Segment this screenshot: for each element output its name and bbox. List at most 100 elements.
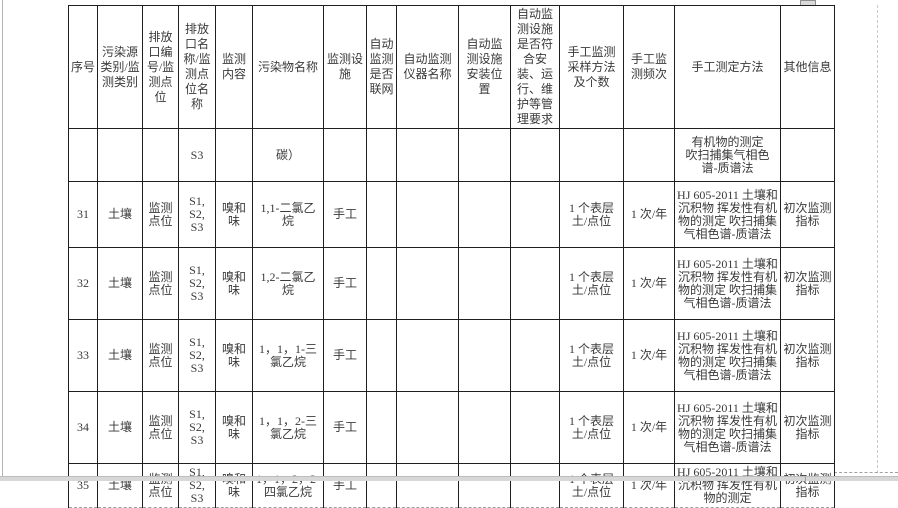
cell-auto_online[interactable] <box>366 247 397 320</box>
cell-seq[interactable]: 32 <box>68 247 98 320</box>
cell-category[interactable]: 土壤 <box>97 319 143 392</box>
cell-auto_compliance[interactable] <box>510 128 560 182</box>
cell-manual_method[interactable]: HJ 605-2011 土壤和沉积物 挥发性有机物的测定 吹扫捕集气相色谱-质谱… <box>674 391 781 464</box>
column-header-manual_method[interactable]: 手工测定方法 <box>674 5 781 129</box>
cell-outlet_name[interactable]: S1, S2, S3 <box>178 181 216 248</box>
cell-content[interactable]: 嗅和味 <box>215 181 253 248</box>
cell-manual_freq[interactable]: 1 次/年 <box>623 319 675 392</box>
cell-auto_compliance[interactable] <box>510 391 560 464</box>
cell-content[interactable] <box>215 128 253 182</box>
column-header-manual_sampling[interactable]: 手工监测采样方法及个数 <box>559 5 624 129</box>
cell-seq[interactable]: 33 <box>68 319 98 392</box>
cell-auto_instrument[interactable] <box>396 463 459 508</box>
cell-auto_online[interactable] <box>366 181 397 248</box>
cell-auto_compliance[interactable] <box>510 247 560 320</box>
cell-auto_instrument[interactable] <box>396 181 459 248</box>
cell-auto_install_pos[interactable] <box>458 128 511 182</box>
cell-facility[interactable]: 手工 <box>323 463 367 508</box>
cell-manual_freq[interactable]: 1 次/年 <box>623 391 675 464</box>
column-header-auto_instrument[interactable]: 自动监测仪器名称 <box>396 5 459 129</box>
cell-auto_instrument[interactable] <box>396 391 459 464</box>
cell-content[interactable]: 嗅和味 <box>215 391 253 464</box>
cell-other_info[interactable]: 初次监测指标 <box>780 181 835 248</box>
cell-auto_instrument[interactable] <box>396 247 459 320</box>
cell-outlet_no[interactable]: 监测点位 <box>142 247 179 320</box>
cell-seq[interactable]: 34 <box>68 391 98 464</box>
cell-outlet_no[interactable]: 监测点位 <box>142 181 179 248</box>
cell-other_info[interactable]: 初次监测指标 <box>780 247 835 320</box>
cell-category[interactable] <box>97 128 143 182</box>
cell-seq[interactable] <box>68 128 98 182</box>
cell-auto_instrument[interactable] <box>396 128 459 182</box>
cell-auto_online[interactable] <box>366 391 397 464</box>
column-header-outlet_no[interactable]: 排放口编号/监测点位 <box>142 5 179 129</box>
cell-auto_online[interactable] <box>366 128 397 182</box>
cell-manual_sampling[interactable]: 1 个表层土/点位 <box>559 391 624 464</box>
cell-outlet_name[interactable]: S1, S2, S3 <box>178 247 216 320</box>
cell-pollutant[interactable]: 1,2-二氯乙烷 <box>252 247 324 320</box>
cell-auto_compliance[interactable] <box>510 463 560 508</box>
cell-manual_sampling[interactable]: 1 个表层土/点位 <box>559 319 624 392</box>
cell-manual_method[interactable]: 有机物的测定 吹扫捕集气相色 谱-质谱法 <box>674 128 781 182</box>
cell-auto_instrument[interactable] <box>396 319 459 392</box>
cell-outlet_name[interactable]: S1, S2, S3 <box>178 319 216 392</box>
column-header-facility[interactable]: 监测设施 <box>323 5 367 129</box>
cell-outlet_name[interactable]: S3 <box>178 128 216 182</box>
cell-manual_sampling[interactable]: 1 个表层土/点位 <box>559 181 624 248</box>
cell-category[interactable]: 土壤 <box>97 181 143 248</box>
cell-content[interactable]: 嗅和味 <box>215 247 253 320</box>
cell-auto_online[interactable] <box>366 463 397 508</box>
cell-outlet_name[interactable]: S1, S2, S3 <box>178 391 216 464</box>
cell-auto_compliance[interactable] <box>510 181 560 248</box>
cell-manual_method[interactable]: HJ 605-2011 土壤和沉积物 挥发性有机物的测定 吹扫捕集气相色谱-质谱… <box>674 247 781 320</box>
column-header-other_info[interactable]: 其他信息 <box>780 5 835 129</box>
horizontal-scrollbar[interactable] <box>0 476 898 482</box>
column-header-manual_freq[interactable]: 手工监测频次 <box>623 5 675 129</box>
cell-manual_freq[interactable]: 1 次/年 <box>623 247 675 320</box>
cell-seq[interactable]: 31 <box>68 181 98 248</box>
cell-content[interactable]: 嗅和味 <box>215 463 253 508</box>
column-header-auto_compliance[interactable]: 自动监测设施是否符合安装、运行、维护等管理要求 <box>510 5 560 129</box>
cell-pollutant[interactable]: 碳） <box>252 128 324 182</box>
cell-pollutant[interactable]: 1，1，2，2-四氯乙烷 <box>252 463 324 508</box>
cell-outlet_no[interactable] <box>142 128 179 182</box>
cell-category[interactable]: 土壤 <box>97 463 143 508</box>
cell-auto_install_pos[interactable] <box>458 181 511 248</box>
cell-manual_freq[interactable]: 1 次/年 <box>623 181 675 248</box>
cell-outlet_no[interactable]: 监测点位 <box>142 463 179 508</box>
column-header-content[interactable]: 监测内容 <box>215 5 253 129</box>
cell-auto_install_pos[interactable] <box>458 463 511 508</box>
cell-category[interactable]: 土壤 <box>97 391 143 464</box>
cell-category[interactable]: 土壤 <box>97 247 143 320</box>
cell-auto_online[interactable] <box>366 319 397 392</box>
cell-pollutant[interactable]: 1，1，1-三氯乙烷 <box>252 319 324 392</box>
cell-facility[interactable] <box>323 128 367 182</box>
cell-auto_install_pos[interactable] <box>458 319 511 392</box>
cell-other_info[interactable]: 初次监测指标 <box>780 463 835 508</box>
cell-manual_sampling[interactable] <box>559 128 624 182</box>
column-header-category[interactable]: 污染源类别/监测类别 <box>97 5 143 129</box>
column-header-seq[interactable]: 序号 <box>68 5 98 129</box>
column-header-pollutant[interactable]: 污染物名称 <box>252 5 324 129</box>
cell-pollutant[interactable]: 1,1-二氯乙烷 <box>252 181 324 248</box>
cell-pollutant[interactable]: 1，1，2-三氯乙烷 <box>252 391 324 464</box>
cell-outlet_name[interactable]: S1, S2, S3 <box>178 463 216 508</box>
cell-auto_compliance[interactable] <box>510 319 560 392</box>
cell-other_info[interactable]: 初次监测指标 <box>780 391 835 464</box>
cell-seq[interactable]: 35 <box>68 463 98 508</box>
cell-manual_freq[interactable] <box>623 128 675 182</box>
cell-other_info[interactable] <box>780 128 835 182</box>
column-header-outlet_name[interactable]: 排放口名称/监测点位名称 <box>178 5 216 129</box>
cell-manual_freq[interactable]: 1 次/年 <box>623 463 675 508</box>
cell-facility[interactable]: 手工 <box>323 319 367 392</box>
cell-outlet_no[interactable]: 监测点位 <box>142 319 179 392</box>
cell-content[interactable]: 嗅和味 <box>215 319 253 392</box>
cell-manual_method[interactable]: HJ 605-2011 土壤和沉积物 挥发性有机物的测定 <box>674 463 781 508</box>
cell-facility[interactable]: 手工 <box>323 181 367 248</box>
cell-facility[interactable]: 手工 <box>323 247 367 320</box>
cell-manual_method[interactable]: HJ 605-2011 土壤和沉积物 挥发性有机物的测定 吹扫捕集气相色谱-质谱… <box>674 319 781 392</box>
cell-auto_install_pos[interactable] <box>458 247 511 320</box>
cell-auto_install_pos[interactable] <box>458 391 511 464</box>
column-header-auto_install_pos[interactable]: 自动监测设施安装位置 <box>458 5 511 129</box>
cell-manual_sampling[interactable]: 1 个表层土/点位 <box>559 247 624 320</box>
